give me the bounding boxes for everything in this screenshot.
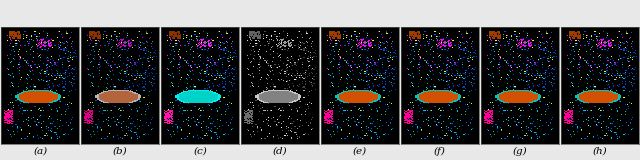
X-axis label: (b): (b) xyxy=(113,147,127,156)
X-axis label: (g): (g) xyxy=(513,147,527,156)
X-axis label: (d): (d) xyxy=(273,147,287,156)
X-axis label: (h): (h) xyxy=(593,147,607,156)
X-axis label: (f): (f) xyxy=(434,147,446,156)
X-axis label: (c): (c) xyxy=(193,147,207,156)
X-axis label: (a): (a) xyxy=(33,147,47,156)
X-axis label: (e): (e) xyxy=(353,147,367,156)
